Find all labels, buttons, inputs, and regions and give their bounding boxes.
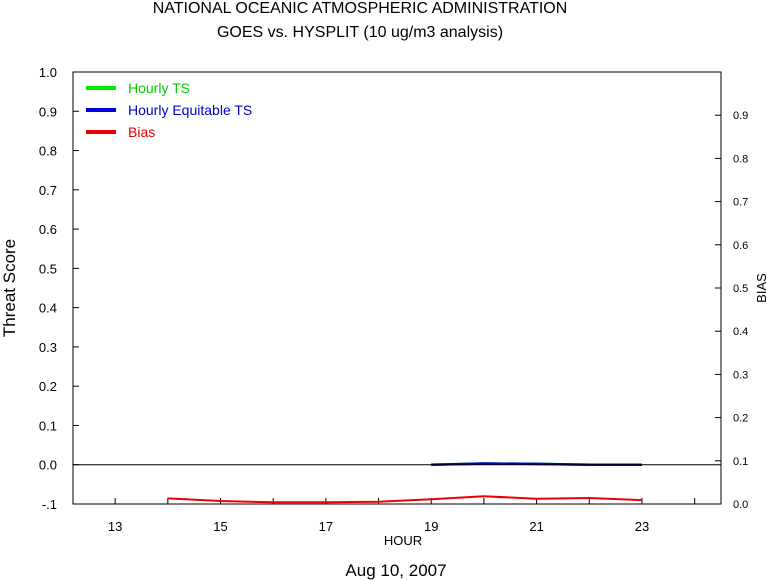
x-tick-label: 17: [319, 519, 333, 534]
series-line-bias: [167, 495, 643, 504]
axis-ticks: [73, 71, 721, 505]
y-tick-label: 0.4: [39, 301, 57, 316]
y-tick-label: 0.1: [39, 418, 57, 433]
y-tick-label: 0.5: [39, 261, 57, 276]
date-label: Aug 10, 2007: [345, 561, 446, 580]
y2-tick-label: 0.8: [733, 153, 748, 165]
legend-label: Hourly Equitable TS: [128, 102, 252, 118]
y2-tick-label: 0.7: [733, 197, 748, 209]
y2-axis-label: BIAS: [754, 273, 767, 303]
y-tick-label: 0.8: [39, 144, 57, 159]
legend-label: Hourly TS: [128, 80, 190, 96]
legend-label: Bias: [128, 124, 155, 140]
y2-tick-label: 0.5: [733, 283, 748, 295]
series-lines: [167, 462, 643, 504]
y2-tick-label: 0.2: [733, 413, 748, 425]
y2-tick-label: 0.4: [733, 326, 748, 338]
plot-frame: [72, 71, 722, 505]
y-axis-label: Threat Score: [0, 239, 19, 337]
x-tick-label: 13: [108, 519, 122, 534]
y2-tick-label: 0.6: [733, 240, 748, 252]
y-tick-label: 0.0: [39, 458, 57, 473]
y-tick-label: 1.0: [39, 65, 57, 80]
x-axis-label: HOUR: [384, 533, 422, 548]
x-tick-label: 15: [213, 519, 227, 534]
y-tick-label: 0.2: [39, 379, 57, 394]
y-tick-label: 0.7: [39, 183, 57, 198]
chart-subtitle: GOES vs. HYSPLIT (10 ug/m3 analysis): [217, 24, 503, 41]
x-tick-label: 23: [635, 519, 649, 534]
y2-tick-label: 0.0: [733, 499, 748, 511]
tick-labels: -.1 0.0 0.1 0.2 0.3 0.4 0.5 0.6 0.7 0.8 0.9 1.0 0.0 0…: [39, 65, 748, 534]
y2-tick-label: 0.1: [733, 456, 748, 468]
x-tick-label: 21: [529, 519, 543, 534]
y-tick-label: 0.6: [39, 222, 57, 237]
y2-tick-label: 0.9: [733, 110, 748, 122]
y-tick-label: 0.9: [39, 104, 57, 119]
x-tick-label: 19: [424, 519, 438, 534]
y-tick-label: 0.3: [39, 340, 57, 355]
y2-tick-label: 0.3: [733, 369, 748, 381]
y-tick-label: -.1: [42, 497, 57, 512]
legend: Hourly TS Hourly Equitable TS Bias: [86, 80, 252, 140]
chart-title: NATIONAL OCEANIC ATMOSPHERIC ADMINISTRAT…: [153, 0, 568, 17]
